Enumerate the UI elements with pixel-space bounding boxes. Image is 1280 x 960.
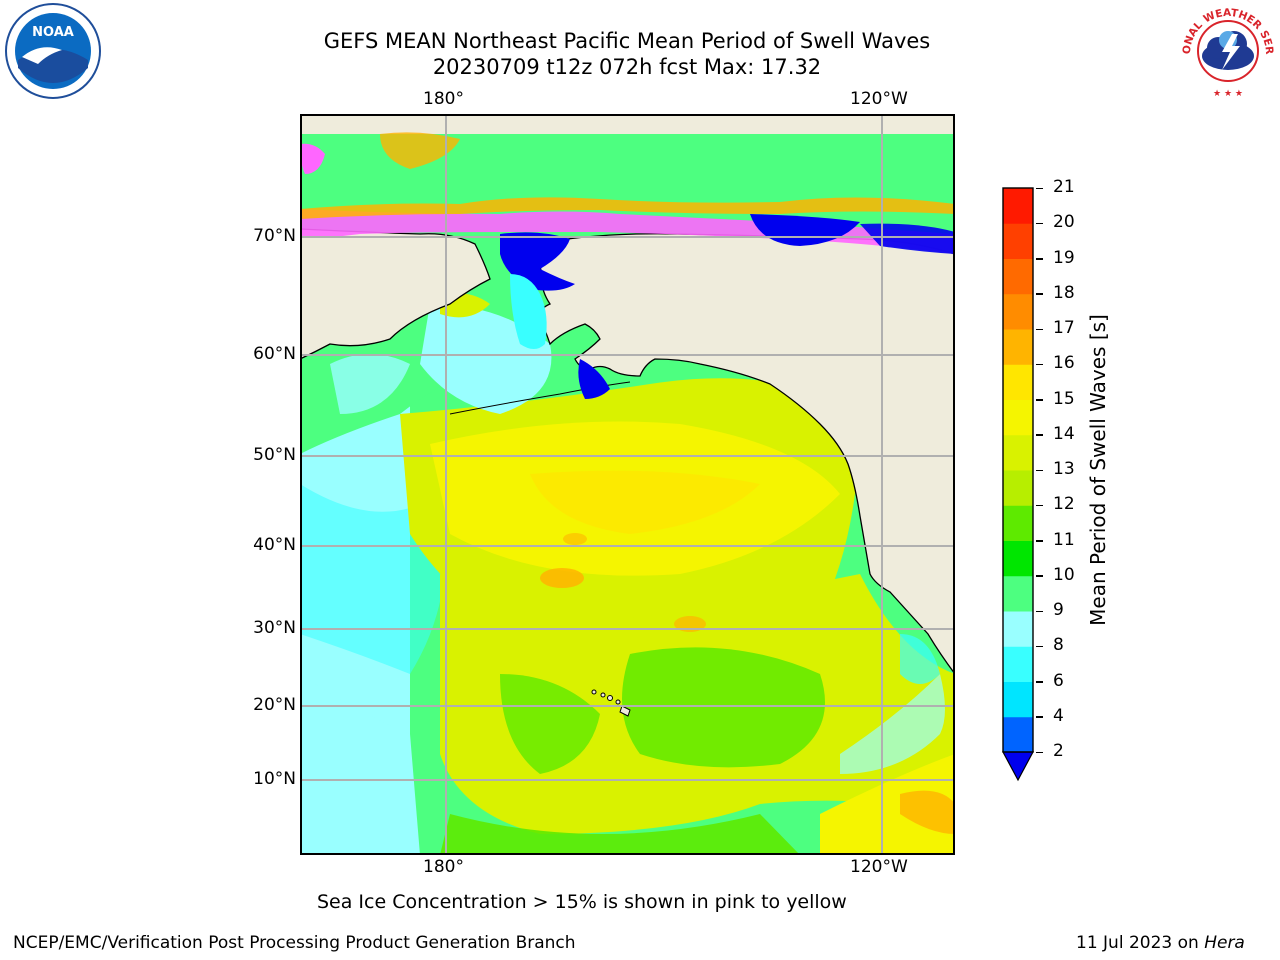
colorbar-tick-label: 16 bbox=[1053, 353, 1075, 374]
colorbar-tick bbox=[1036, 187, 1043, 189]
colorbar-cell bbox=[1003, 505, 1033, 541]
land-masses bbox=[300, 228, 955, 676]
colorbar-tick bbox=[1036, 751, 1043, 753]
lat-label-10n: 10°N bbox=[253, 769, 296, 789]
colorbar-tick bbox=[1036, 258, 1043, 260]
colorbar-tick bbox=[1036, 716, 1043, 718]
colorbar-cell bbox=[1003, 575, 1033, 612]
colorbar-tick-label: 21 bbox=[1053, 177, 1075, 197]
lon-label-top-120w: 120°W bbox=[850, 89, 908, 109]
colorbar-tick bbox=[1036, 575, 1043, 577]
colorbar-cell bbox=[1003, 681, 1033, 718]
colorbar-tick bbox=[1036, 540, 1043, 542]
colorbar-cell bbox=[1003, 646, 1033, 682]
lon-label-bottom-180: 180° bbox=[423, 857, 464, 877]
colorbar-tick bbox=[1036, 645, 1043, 648]
colorbar-tick bbox=[1036, 434, 1043, 436]
lat-label-70n: 70°N bbox=[253, 226, 296, 246]
hawaiian-islands bbox=[591, 689, 631, 717]
lat-label-20n: 20°N bbox=[253, 695, 296, 715]
colorbar-tick-label: 20 bbox=[1053, 212, 1075, 233]
colorbar-tick-label: 9 bbox=[1053, 600, 1064, 620]
colorbar-tick-label: 6 bbox=[1053, 670, 1064, 691]
colorbar-tick-label: 17 bbox=[1053, 318, 1075, 338]
colorbar-tick bbox=[1036, 610, 1043, 612]
lat-label-60n: 60°N bbox=[253, 344, 296, 364]
colorbar-cell bbox=[1003, 258, 1033, 295]
colorbar-frame bbox=[1002, 187, 1034, 753]
colorbar bbox=[1001, 187, 1035, 782]
svg-text:★ ★ ★: ★ ★ ★ bbox=[1213, 89, 1243, 99]
colorbar-tick bbox=[1036, 681, 1043, 683]
colorbar-cell bbox=[1003, 293, 1033, 330]
colorbar-tick bbox=[1036, 504, 1043, 507]
colorbar-tick bbox=[1036, 469, 1043, 471]
noaa-logo-text: NOAA bbox=[32, 25, 74, 40]
colorbar-tick-label: 2 bbox=[1053, 741, 1064, 761]
lat-label-40n: 40°N bbox=[253, 535, 296, 555]
noaa-logo: NOAA bbox=[5, 3, 101, 99]
colorbar-tick-label: 4 bbox=[1053, 705, 1064, 726]
colorbar-tick-label: 11 bbox=[1053, 529, 1075, 550]
lon-label-bottom-120w: 120°W bbox=[850, 857, 908, 877]
colorbar-cell bbox=[1003, 716, 1033, 753]
colorbar-cell bbox=[1003, 399, 1033, 436]
colorbar-cell bbox=[1003, 540, 1033, 577]
map-frame bbox=[300, 114, 955, 855]
colorbar-cell bbox=[1003, 329, 1033, 365]
colorbar-cell bbox=[1003, 611, 1033, 647]
colorbar-tick-label: 18 bbox=[1053, 282, 1075, 303]
colorbar-tick bbox=[1036, 293, 1043, 295]
sea-ice-note: Sea Ice Concentration > 15% is shown in … bbox=[317, 891, 847, 913]
colorbar-tick bbox=[1036, 399, 1043, 401]
nws-logo: ★ ★ ★ NATIONAL WEATHER SERVICE bbox=[1178, 2, 1275, 99]
colorbar-tick bbox=[1036, 363, 1043, 366]
run-date: 11 Jul 2023 on Hera bbox=[1076, 933, 1245, 953]
colorbar-tick-label: 13 bbox=[1053, 459, 1075, 479]
map-panel bbox=[300, 114, 955, 855]
lat-label-50n: 50°N bbox=[253, 445, 296, 465]
colorbar-cell bbox=[1003, 364, 1033, 400]
colorbar-cell bbox=[1003, 223, 1033, 259]
colorbar-under-arrow bbox=[1001, 751, 1035, 782]
run-date-text: 11 Jul 2023 on bbox=[1076, 933, 1205, 953]
lat-label-30n: 30°N bbox=[253, 618, 296, 638]
colorbar-tick-label: 12 bbox=[1053, 494, 1075, 515]
colorbar-label: Mean Period of Swell Waves [s] bbox=[1086, 314, 1110, 626]
colorbar-tick-label: 8 bbox=[1053, 635, 1064, 656]
colorbar-cell bbox=[1003, 434, 1033, 471]
graticule bbox=[300, 114, 955, 855]
machine-name: Hera bbox=[1204, 933, 1245, 953]
colorbar-tick-label: 14 bbox=[1053, 423, 1075, 444]
lon-label-top-180: 180° bbox=[423, 89, 464, 109]
colorbar-cell bbox=[1003, 188, 1033, 224]
arctic-top-band bbox=[300, 114, 955, 134]
colorbar-cell bbox=[1003, 470, 1033, 506]
branch-credit: NCEP/EMC/Verification Post Processing Pr… bbox=[13, 933, 576, 953]
colorbar-tick bbox=[1036, 222, 1043, 225]
colorbar-tick-label: 10 bbox=[1053, 564, 1075, 585]
chart-subtitle: 20230709 t12z 072h fcst Max: 17.32 bbox=[432, 55, 822, 79]
colorbar-tick bbox=[1036, 328, 1043, 330]
chart-title: GEFS MEAN Northeast Pacific Mean Period … bbox=[323, 29, 931, 53]
colorbar-tick-label: 15 bbox=[1053, 388, 1075, 409]
sea-ice-edge bbox=[300, 209, 955, 254]
colorbar-tick-label: 19 bbox=[1053, 247, 1075, 268]
